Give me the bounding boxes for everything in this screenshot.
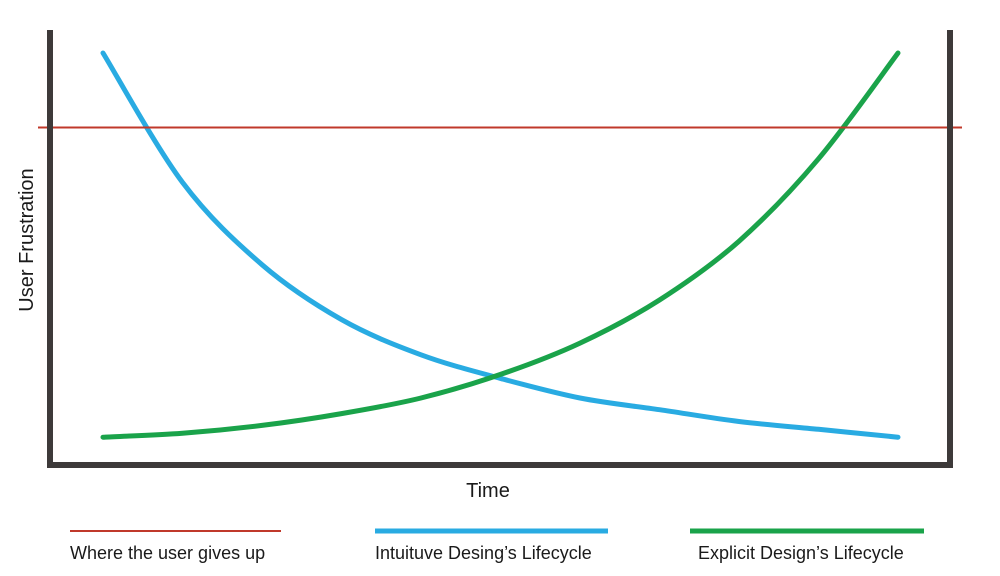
x-axis-label: Time	[466, 480, 510, 502]
intuitive-design-line	[100, 50, 901, 440]
plot-area	[38, 50, 962, 440]
y-axis-label: User Frustration	[16, 168, 38, 311]
legend-label-intuitive: Intuituve Desing’s Lifecycle	[375, 543, 592, 563]
axes-frame	[47, 30, 953, 468]
legend-label-threshold: Where the user gives up	[70, 543, 265, 563]
explicit-design-line	[100, 50, 901, 440]
legend-label-explicit: Explicit Design’s Lifecycle	[698, 543, 904, 563]
legend: Where the user gives up Intuituve Desing…	[70, 528, 924, 563]
